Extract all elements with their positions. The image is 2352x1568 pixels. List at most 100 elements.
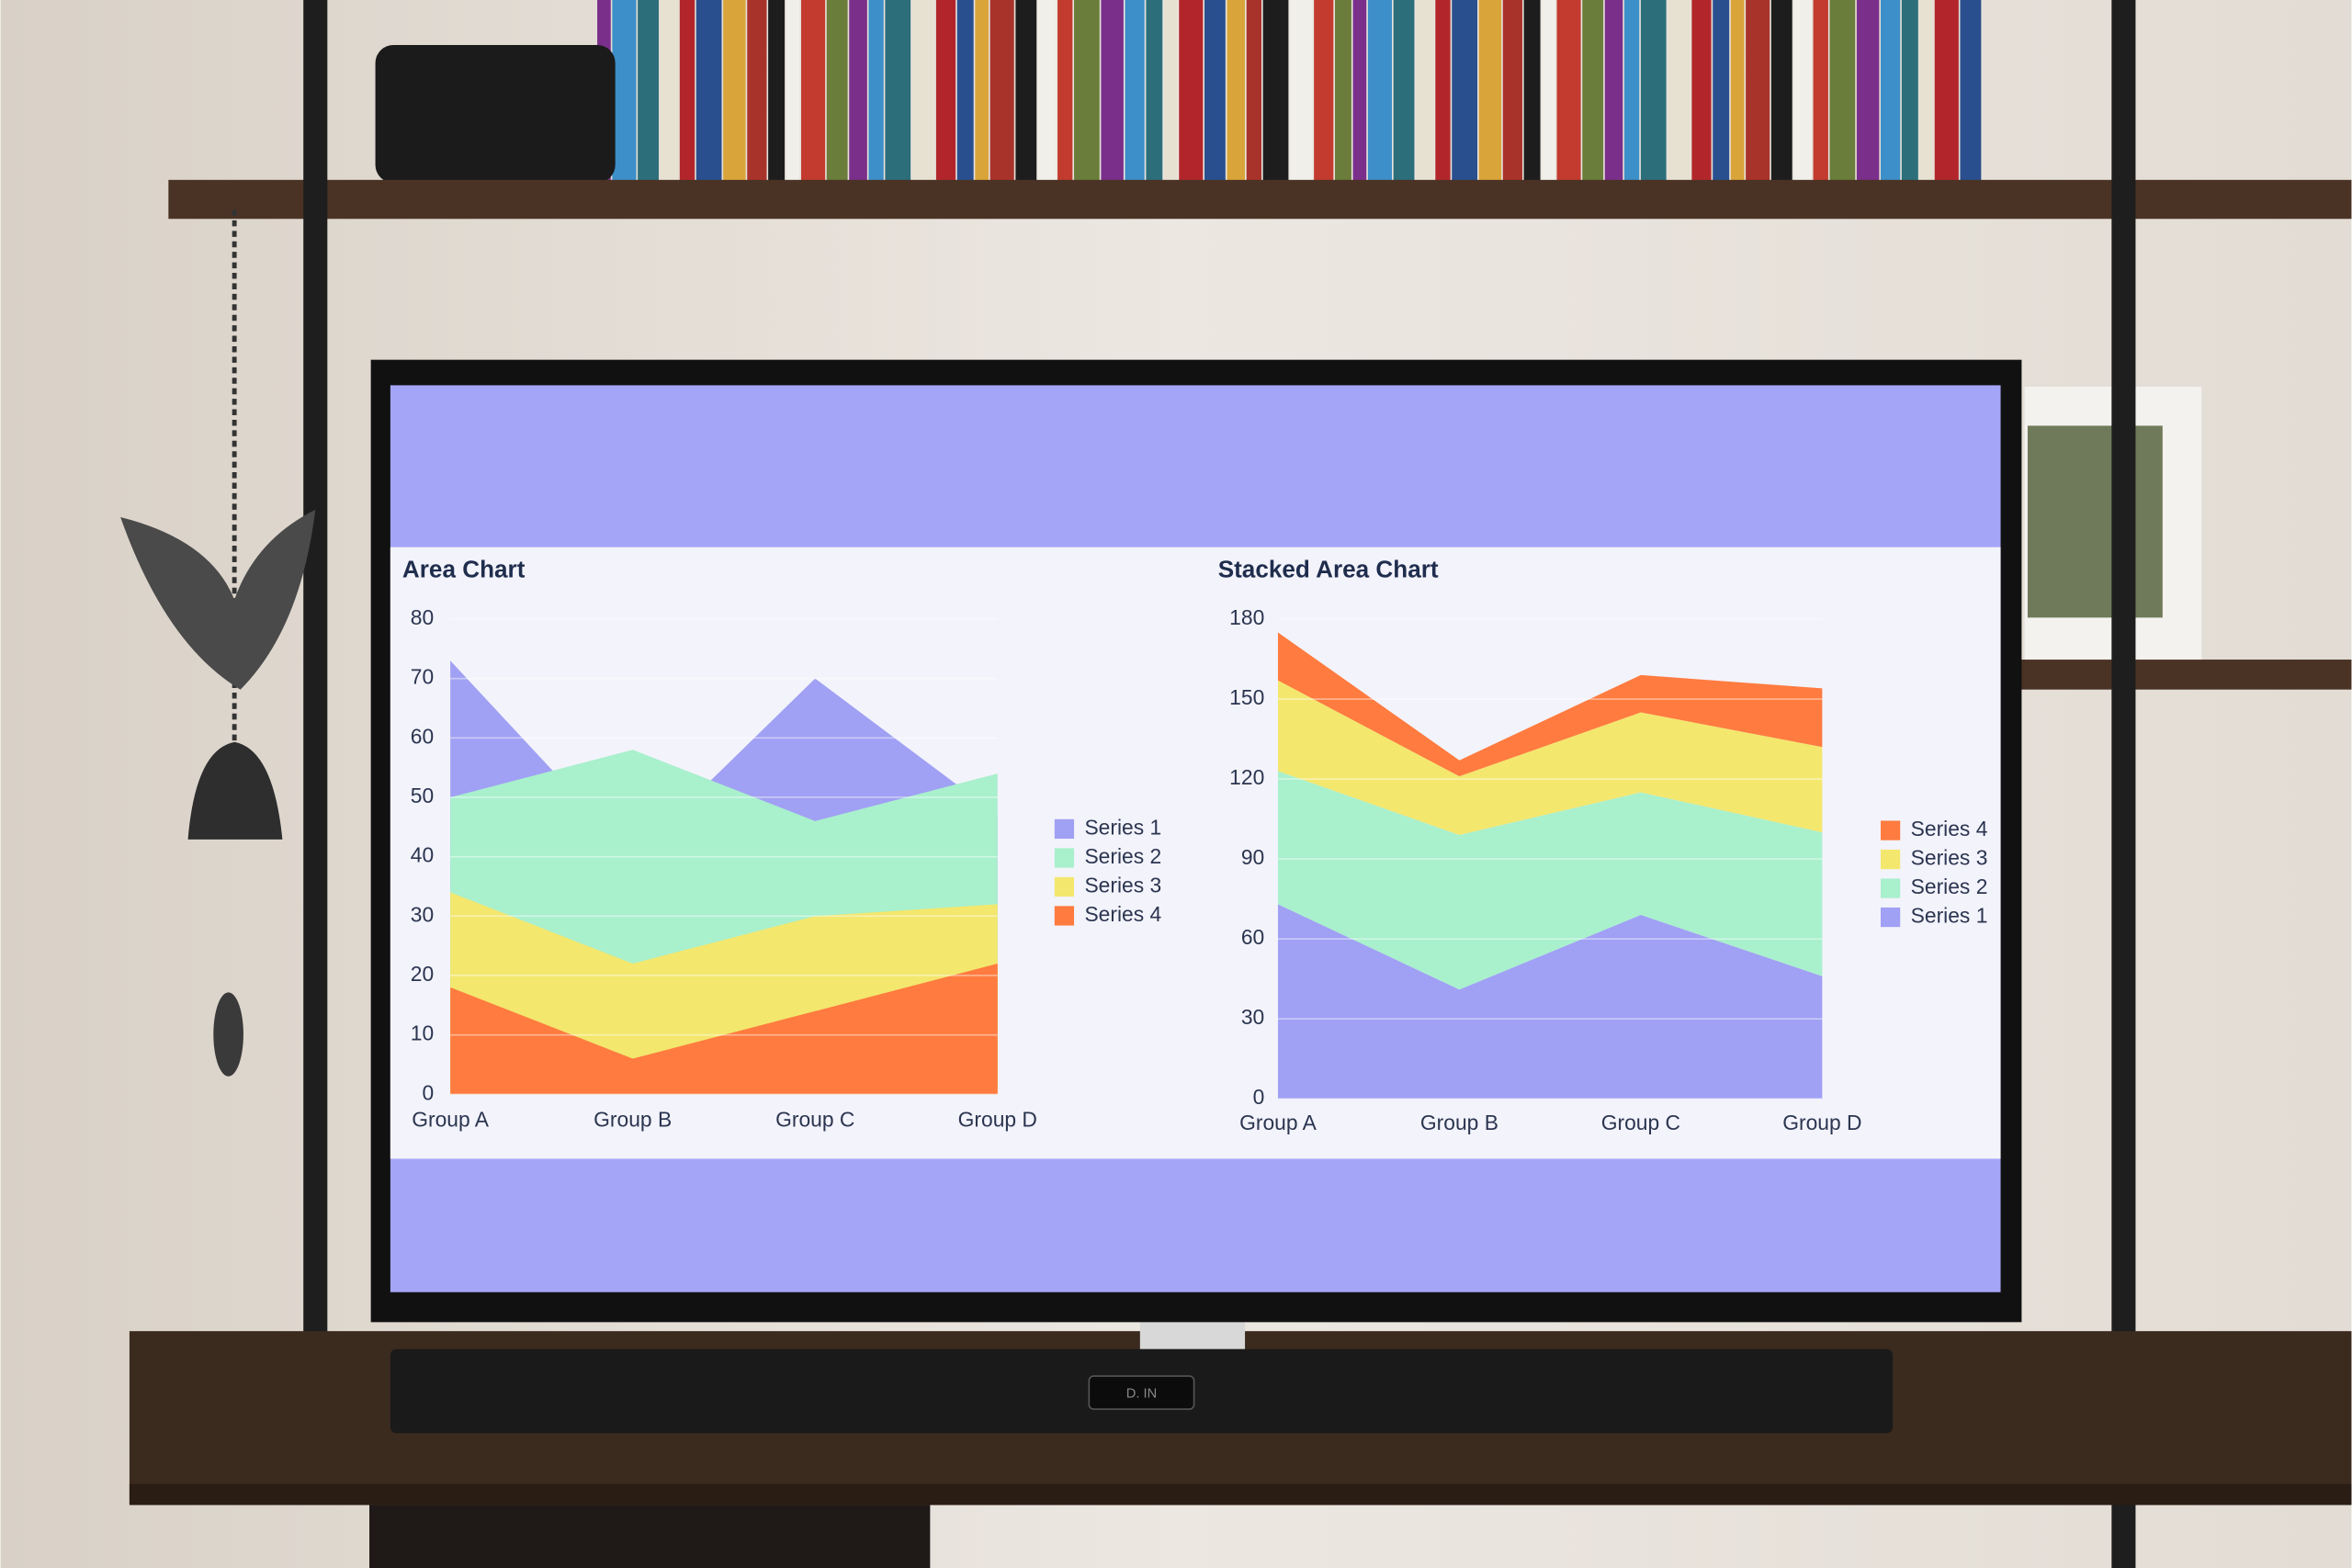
book: [612, 0, 637, 186]
legend-label: Series 2: [1911, 874, 1988, 898]
book: [849, 0, 867, 186]
legend-label: Series 4: [1911, 817, 1988, 840]
book: [1057, 0, 1073, 186]
book: [1452, 0, 1478, 186]
legend-swatch: [1054, 876, 1075, 897]
cabinet: [369, 1505, 931, 1568]
book: [1604, 0, 1623, 186]
table-edge: [129, 1483, 2352, 1506]
book: [826, 0, 848, 186]
book: [1746, 0, 1770, 186]
y-tick-label: 70: [411, 665, 434, 689]
y-tick-label: 60: [411, 724, 434, 748]
book: [1125, 0, 1145, 186]
y-tick-label: 0: [422, 1080, 434, 1104]
book: [723, 0, 746, 186]
book: [1204, 0, 1226, 186]
book: [1901, 0, 1918, 186]
x-tick-label: Group D: [958, 1108, 1037, 1132]
y-tick-label: 0: [1253, 1085, 1265, 1109]
chart-title: Area Chart: [402, 556, 526, 583]
x-tick-label: Group C: [1601, 1111, 1680, 1134]
book: [975, 0, 989, 186]
y-tick-label: 30: [411, 902, 434, 926]
legend-label: Series 1: [1911, 904, 1988, 928]
book: [1691, 0, 1712, 186]
book: [1542, 0, 1555, 186]
y-tick-label: 120: [1229, 765, 1264, 789]
book: [660, 0, 679, 186]
y-tick-label: 40: [411, 843, 434, 867]
books: [375, 0, 1982, 186]
book: [638, 0, 659, 186]
y-tick-label: 80: [411, 605, 434, 629]
legend-swatch: [1881, 878, 1901, 898]
bell-clapper: [213, 992, 243, 1077]
y-tick-label: 20: [411, 962, 434, 986]
legend-label: Series 4: [1084, 902, 1161, 926]
book: [679, 0, 695, 186]
book: [1367, 0, 1392, 186]
book: [1640, 0, 1667, 186]
book: [1179, 0, 1204, 186]
book: [1037, 0, 1057, 186]
legend-label: Series 1: [1084, 815, 1161, 839]
shelf: [2017, 660, 2352, 690]
book: [989, 0, 1014, 186]
book: [786, 0, 800, 186]
book: [1960, 0, 1982, 186]
book: [1146, 0, 1163, 186]
y-tick-label: 150: [1229, 685, 1264, 709]
book: [1730, 0, 1745, 186]
book: [1163, 0, 1178, 186]
book: [1881, 0, 1901, 186]
book: [1934, 0, 1959, 186]
book: [1393, 0, 1415, 186]
book: [1074, 0, 1100, 186]
book: [1290, 0, 1313, 186]
book: [1416, 0, 1434, 186]
book: [1262, 0, 1289, 186]
charts: Area Chart 0 10 20 30 40 50 60 70 80 Group A Group …: [402, 556, 1988, 1134]
y-tick-label: 10: [411, 1021, 434, 1045]
book: [1770, 0, 1792, 186]
legend-swatch: [1881, 907, 1901, 928]
chart-title: Stacked Area Chart: [1218, 556, 1439, 583]
x-tick-label: Group C: [775, 1108, 854, 1132]
book: [1101, 0, 1124, 186]
book: [1793, 0, 1812, 186]
x-tick-label: Group A: [412, 1108, 490, 1132]
book: [1668, 0, 1690, 186]
pipe: [2111, 0, 2136, 1568]
book: [1829, 0, 1856, 186]
book: [801, 0, 826, 186]
book: [747, 0, 767, 186]
book: [885, 0, 911, 186]
legend-label: Series 2: [1084, 844, 1161, 868]
x-tick-label: Group A: [1239, 1111, 1317, 1134]
book: [1478, 0, 1502, 186]
book: [935, 0, 956, 186]
x-tick-label: Group B: [594, 1108, 672, 1132]
book: [1919, 0, 1934, 186]
area: [1277, 680, 1823, 835]
book: [1334, 0, 1351, 186]
butterfly: [120, 509, 316, 690]
book: [1523, 0, 1541, 186]
y-tick-label: 50: [411, 784, 434, 807]
legend-swatch: [1881, 849, 1901, 870]
book: [1556, 0, 1581, 186]
legend-swatch: [1054, 906, 1075, 926]
legend-swatch: [1881, 820, 1901, 840]
book: [1227, 0, 1246, 186]
book: [1314, 0, 1334, 186]
bell: [187, 741, 283, 840]
book: [1582, 0, 1604, 186]
book: [1856, 0, 1880, 186]
legend-swatch: [1054, 848, 1075, 868]
area: [1277, 904, 1823, 1100]
book: [1813, 0, 1828, 186]
book: [1713, 0, 1730, 186]
pipe: [303, 0, 328, 1380]
